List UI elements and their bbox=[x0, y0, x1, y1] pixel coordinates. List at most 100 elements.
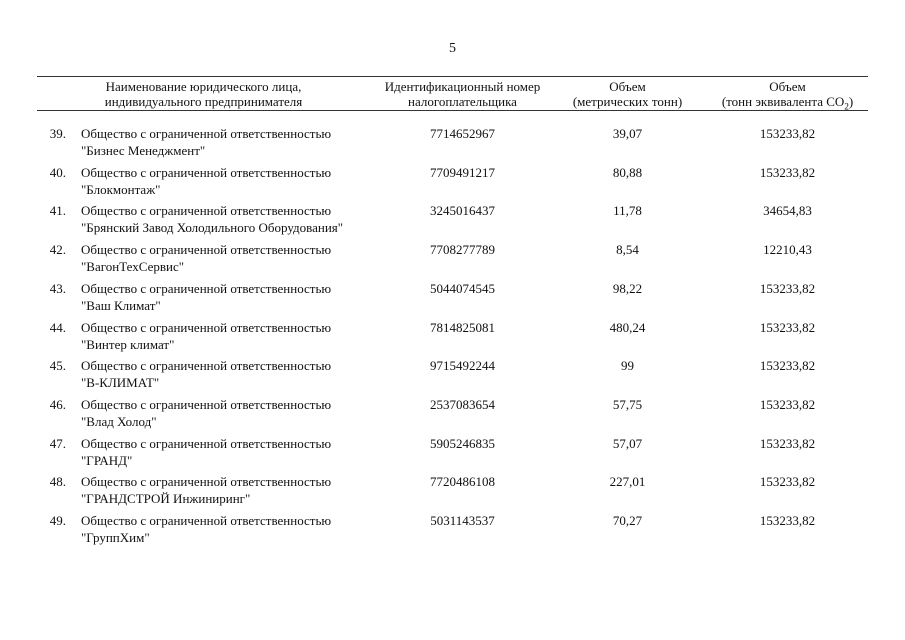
header-inn-line2: налогоплательщика bbox=[408, 94, 517, 109]
header-co2-line1: Объем bbox=[769, 79, 806, 94]
row-number: 44. bbox=[49, 319, 66, 335]
company-name-line1: Общество с ограниченной ответственностью bbox=[81, 242, 332, 258]
company-name-line2: "ГРАНД" bbox=[81, 452, 133, 468]
row-number: 42. bbox=[49, 242, 66, 258]
co2-value: 153233,82 bbox=[759, 358, 816, 374]
header-volume-line2: (метрических тонн) bbox=[572, 94, 683, 109]
row-number: 48. bbox=[49, 474, 66, 490]
inn-value: 7814825081 bbox=[430, 319, 495, 335]
co2-value: 153233,82 bbox=[759, 513, 816, 528]
co2-value: 34654,83 bbox=[763, 203, 812, 219]
page-number: 5 bbox=[449, 41, 456, 56]
table-row: 49. Общество с ограниченной ответственнос… bbox=[0, 512, 905, 550]
inn-value: 7708277789 bbox=[430, 242, 495, 258]
company-name-line1: Общество с ограниченной ответственностью bbox=[81, 396, 332, 412]
company-name-line2: "Влад Холод" bbox=[81, 413, 157, 429]
company-name-line2: "В-КЛИМАТ" bbox=[81, 375, 160, 391]
company-name: Общество с ограниченной ответственностью… bbox=[81, 202, 343, 236]
company-name: Общество с ограниченной ответственностью… bbox=[81, 319, 331, 353]
volume-value: 80,88 bbox=[612, 164, 643, 180]
company-name: Общество с ограниченной ответственностью… bbox=[81, 473, 331, 507]
volume-value: 70,27 bbox=[612, 513, 643, 528]
table-row: 47. Общество с ограниченной ответственнос… bbox=[0, 435, 905, 473]
company-name: Общество с ограниченной ответственностью… bbox=[81, 241, 331, 275]
company-name-line1: Общество с ограниченной ответственностью bbox=[81, 126, 332, 141]
table-header-rule bbox=[37, 110, 868, 111]
header-co2: Объем (тонн эквивалента CO2) bbox=[710, 79, 865, 115]
table-top-rule bbox=[37, 76, 868, 77]
volume-value: 57,07 bbox=[612, 435, 643, 451]
table-row: 45. Общество с ограниченной ответственнос… bbox=[0, 357, 905, 395]
header-volume: Объем (метрических тонн) bbox=[555, 79, 700, 109]
header-inn: Идентификационный номер налогоплательщик… bbox=[370, 79, 555, 109]
company-name-line1: Общество с ограниченной ответственностью bbox=[81, 513, 332, 528]
co2-value: 153233,82 bbox=[759, 396, 816, 412]
company-name-line1: Общество с ограниченной ответственностью bbox=[81, 358, 332, 374]
company-name-line1: Общество с ограниченной ответственностью bbox=[81, 280, 332, 296]
volume-value: 8,54 bbox=[616, 242, 639, 258]
row-number: 47. bbox=[49, 435, 66, 451]
table-row: 46. Общество с ограниченной ответственнос… bbox=[0, 396, 905, 434]
co2-value: 153233,82 bbox=[759, 319, 816, 335]
inn-value: 3245016437 bbox=[430, 203, 495, 219]
company-name-line2: "Блокмонтаж" bbox=[81, 181, 161, 197]
company-name: Общество с ограниченной ответственностью… bbox=[81, 357, 331, 391]
company-name-line2: "ГРАНДСТРОЙ Инжиниринг" bbox=[81, 491, 251, 507]
row-number: 45. bbox=[49, 358, 66, 374]
co2-value: 12210,43 bbox=[763, 242, 812, 258]
row-number: 41. bbox=[49, 203, 66, 219]
header-name: Наименование юридического лица, индивиду… bbox=[37, 79, 370, 109]
company-name-line1: Общество с ограниченной ответственностью bbox=[81, 319, 332, 335]
co2-value: 153233,82 bbox=[759, 126, 816, 141]
header-co2-line2: (тонн эквивалента CO2) bbox=[710, 94, 865, 115]
row-number: 39. bbox=[49, 126, 66, 141]
company-name: Общество с ограниченной ответственностью… bbox=[81, 396, 331, 430]
inn-value: 7714652967 bbox=[430, 126, 495, 141]
row-number: 46. bbox=[49, 396, 66, 412]
volume-value: 99 bbox=[621, 358, 634, 374]
company-name-line2: "ВагонТехСервис" bbox=[81, 259, 185, 275]
volume-value: 57,75 bbox=[612, 396, 643, 412]
inn-value: 7720486108 bbox=[430, 474, 495, 490]
header-name-line2: индивидуального предпринимателя bbox=[104, 94, 303, 109]
inn-value: 5031143537 bbox=[430, 513, 495, 528]
company-name-line2: "Бизнес Менеджмент" bbox=[81, 143, 206, 158]
header-co2-suffix: ) bbox=[848, 94, 854, 109]
volume-value: 39,07 bbox=[612, 126, 643, 141]
row-number: 43. bbox=[49, 280, 66, 296]
table-row: 43. Общество с ограниченной ответственнос… bbox=[0, 280, 905, 318]
inn-value: 5905246835 bbox=[430, 435, 495, 451]
row-number: 40. bbox=[49, 164, 66, 180]
volume-value: 98,22 bbox=[612, 280, 643, 296]
co2-value: 153233,82 bbox=[759, 435, 816, 451]
table-row: 48. Общество с ограниченной ответственнос… bbox=[0, 473, 905, 511]
header-co2-prefix: (тонн эквивалента CO bbox=[721, 94, 845, 109]
volume-value: 227,01 bbox=[609, 474, 646, 490]
inn-value: 7709491217 bbox=[430, 164, 495, 180]
header-volume-line1: Объем bbox=[609, 79, 646, 94]
company-name: Общество с ограниченной ответственностью… bbox=[81, 125, 331, 159]
company-name-line2: "ГруппХим" bbox=[81, 530, 150, 545]
co2-value: 153233,82 bbox=[759, 474, 816, 490]
row-number: 49. bbox=[49, 513, 66, 528]
company-name-line2: "Ваш Климат" bbox=[81, 297, 161, 313]
company-name-line2: "Брянский Завод Холодильного Оборудовани… bbox=[81, 220, 344, 236]
company-name-line1: Общество с ограниченной ответственностью bbox=[81, 203, 332, 219]
company-name-line1: Общество с ограниченной ответственностью bbox=[81, 164, 332, 180]
co2-value: 153233,82 bbox=[759, 164, 816, 180]
header-name-line1: Наименование юридического лица, bbox=[105, 79, 302, 94]
table-row: 39. Общество с ограниченной ответственнос… bbox=[0, 125, 905, 163]
header-inn-line1: Идентификационный номер bbox=[384, 79, 541, 94]
table-row: 42. Общество с ограниченной ответственнос… bbox=[0, 241, 905, 279]
company-name: Общество с ограниченной ответственностью… bbox=[81, 164, 331, 198]
company-name: Общество с ограниченной ответственностью… bbox=[81, 512, 331, 546]
inn-value: 9715492244 bbox=[430, 358, 495, 374]
header-co2-sub: 2 bbox=[844, 101, 849, 112]
co2-value: 153233,82 bbox=[759, 280, 816, 296]
volume-value: 11,78 bbox=[613, 203, 642, 219]
company-name: Общество с ограниченной ответственностью… bbox=[81, 280, 331, 314]
company-name-line1: Общество с ограниченной ответственностью bbox=[81, 474, 332, 490]
company-name-line2: "Винтер климат" bbox=[81, 336, 175, 352]
table-row: 44. Общество с ограниченной ответственнос… bbox=[0, 319, 905, 357]
company-name-line1: Общество с ограниченной ответственностью bbox=[81, 435, 332, 451]
